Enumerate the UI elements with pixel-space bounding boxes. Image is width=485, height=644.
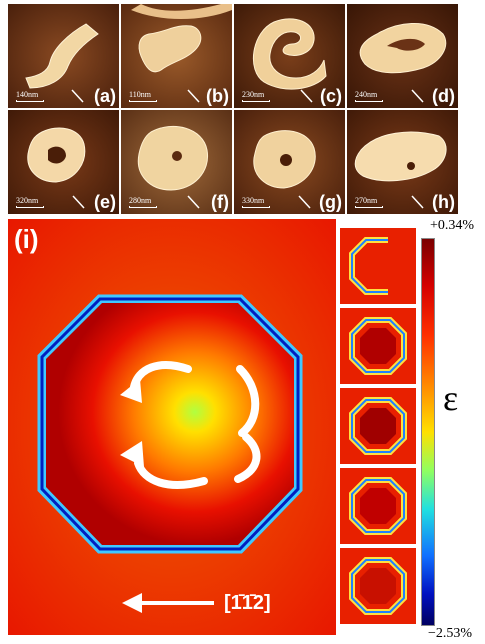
scale-bar-label: 280nm: [129, 196, 152, 205]
strain-symbol: ε: [443, 378, 459, 418]
afm-panel-f: 280nm (f): [121, 110, 232, 214]
strain-thumb-2: [340, 308, 416, 384]
panel-label: (d): [432, 86, 455, 106]
scale-bar: [16, 100, 44, 102]
panel-label: (c): [320, 86, 342, 106]
scale-bar-label: 110nm: [129, 90, 151, 99]
scale-bar-label: 330nm: [242, 196, 265, 205]
colorbar-min-label: −2.53%: [428, 626, 473, 641]
afm-panel-h: 270nm (h): [347, 110, 458, 214]
panel-label: (h): [432, 192, 455, 212]
scale-bar: [129, 100, 157, 102]
strain-thumb-4: [340, 468, 416, 544]
scale-bar-label: 320nm: [16, 196, 39, 205]
panel-label: (f): [211, 192, 229, 212]
scale-bar-label: 270nm: [355, 196, 378, 205]
scale-bar: [129, 206, 157, 208]
afm-panel-c: 230nm (c): [234, 4, 345, 108]
afm-panel-d: 240nm (d): [347, 4, 458, 108]
direction-label: [1̄1̄2]: [224, 592, 271, 614]
panel-label: (a): [94, 86, 116, 106]
scale-bar: [355, 100, 383, 102]
scale-bar-label: 240nm: [355, 90, 378, 99]
panel-label-i: (i): [14, 224, 39, 254]
strain-thumb-1: [340, 228, 416, 304]
afm-panel-e: 320nm (e): [8, 110, 119, 214]
scale-bar: [242, 100, 270, 102]
afm-panel-b: 110nm (b): [121, 4, 232, 108]
colorbar: [421, 238, 435, 626]
scale-bar-label: 140nm: [16, 90, 39, 99]
scale-bar: [16, 206, 44, 208]
colorbar-max-label: +0.34%: [430, 218, 475, 233]
scale-bar: [355, 206, 383, 208]
strain-map: [8, 219, 336, 635]
afm-panel-g: 330nm (g): [234, 110, 345, 214]
panel-label: (g): [319, 192, 342, 212]
strain-thumb-5: [340, 548, 416, 624]
scale-bar-label: 230nm: [242, 90, 265, 99]
panel-label: (b): [206, 86, 229, 106]
afm-panel-a: 140nm (a): [8, 4, 119, 108]
strain-thumb-3: [340, 388, 416, 464]
panel-label: (e): [94, 192, 116, 212]
scale-bar: [242, 206, 270, 208]
